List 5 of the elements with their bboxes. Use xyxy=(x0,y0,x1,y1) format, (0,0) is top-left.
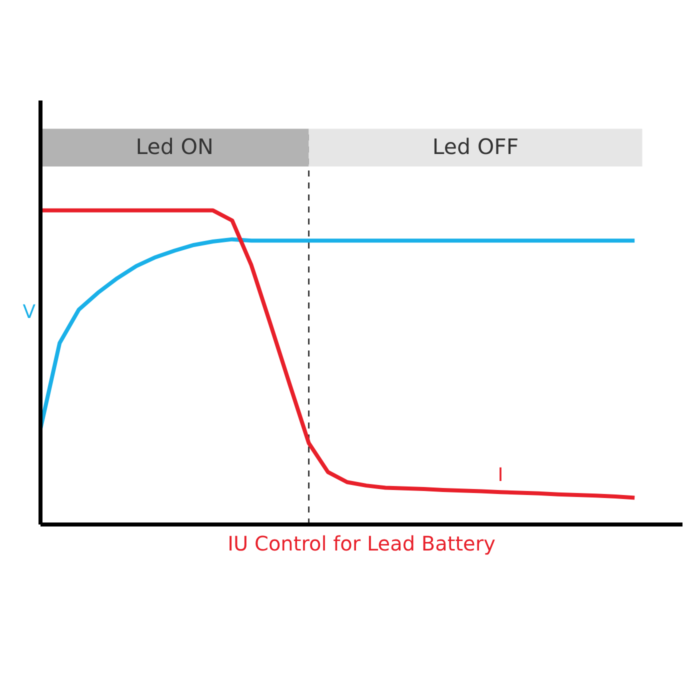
series-label: V xyxy=(22,302,36,323)
series-label: I xyxy=(498,464,504,486)
text: IU Control for Lead Battery xyxy=(228,532,496,556)
text: Led OFF xyxy=(432,135,519,160)
text: Led ON xyxy=(136,135,214,160)
